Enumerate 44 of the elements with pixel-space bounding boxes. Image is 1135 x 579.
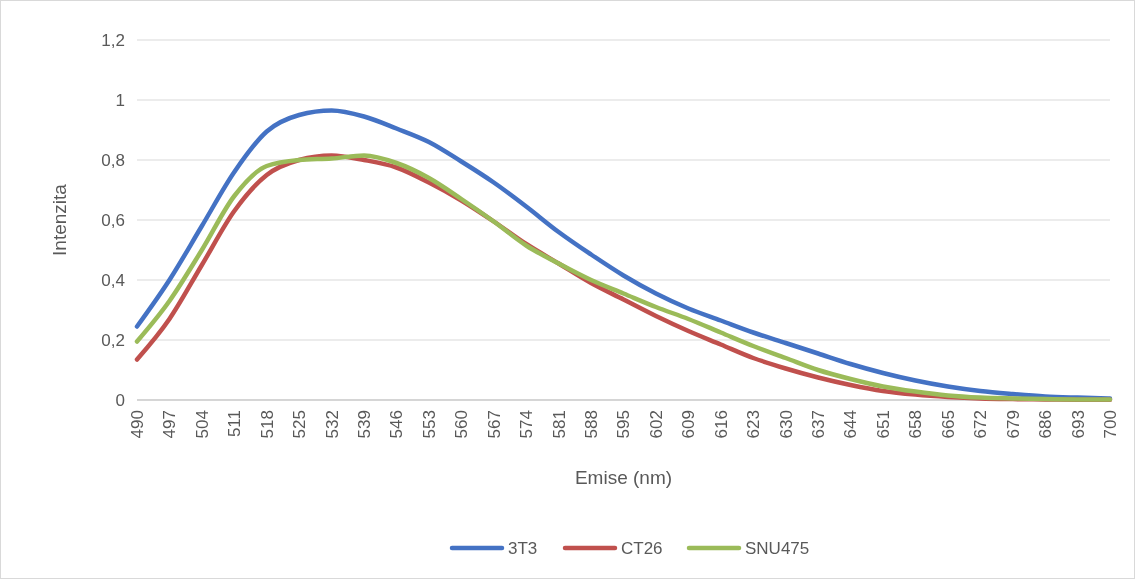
- y-tick-label: 1,2: [101, 30, 125, 50]
- y-tick-label: 0,2: [101, 330, 125, 350]
- y-tick-label: 0: [115, 390, 125, 410]
- x-tick-label: 511: [225, 410, 245, 438]
- x-tick-label: 637: [809, 410, 829, 439]
- x-tick-label: 602: [646, 410, 666, 439]
- x-tick-label: 518: [257, 410, 277, 439]
- x-tick-label: 630: [776, 410, 796, 439]
- x-tick-label: 665: [938, 410, 958, 439]
- x-tick-label: 623: [744, 410, 764, 439]
- x-tick-label: 651: [873, 410, 893, 439]
- line-series: [134, 108, 1113, 401]
- y-tick-label: 1: [115, 90, 125, 110]
- x-tick-label: 672: [971, 410, 991, 439]
- x-tick-label: 658: [906, 410, 926, 439]
- x-tick-label: 490: [127, 410, 147, 439]
- y-tick-label: 0,8: [101, 150, 125, 170]
- x-tick-label: 644: [841, 410, 861, 439]
- x-tick-label: 574: [517, 410, 537, 439]
- x-tick-label: 497: [160, 410, 180, 439]
- y-axis-title: Intenzita: [49, 183, 70, 256]
- x-tick-label: 686: [1036, 410, 1056, 439]
- x-tick-label: 525: [290, 410, 310, 439]
- y-tick-label: 0,4: [101, 270, 125, 290]
- x-tick-label: 693: [1068, 410, 1088, 439]
- x-tick-label: 700: [1100, 410, 1120, 439]
- x-axis-title: Emise (nm): [574, 467, 673, 488]
- x-tick-label: 679: [1003, 410, 1023, 439]
- legend-label: CT26: [621, 538, 663, 558]
- x-tick-label: 546: [387, 410, 407, 439]
- x-tick-label: 539: [354, 410, 374, 439]
- x-tick-label: 616: [711, 410, 731, 439]
- x-tick-label: 560: [452, 410, 472, 439]
- x-tick-label: 532: [322, 410, 342, 439]
- x-tick-label: 553: [419, 410, 439, 439]
- x-tick-label: 595: [614, 410, 634, 439]
- x-tick-label: 588: [582, 410, 602, 439]
- y-tick-label: 0,6: [101, 210, 125, 230]
- x-tick-label: 504: [192, 410, 212, 439]
- x-tick-label: 581: [549, 410, 569, 439]
- legend-label: 3T3: [508, 538, 538, 558]
- x-tick-label: 609: [679, 410, 699, 439]
- x-tick-label: 567: [484, 410, 504, 439]
- legend-label: SNU475: [745, 538, 810, 558]
